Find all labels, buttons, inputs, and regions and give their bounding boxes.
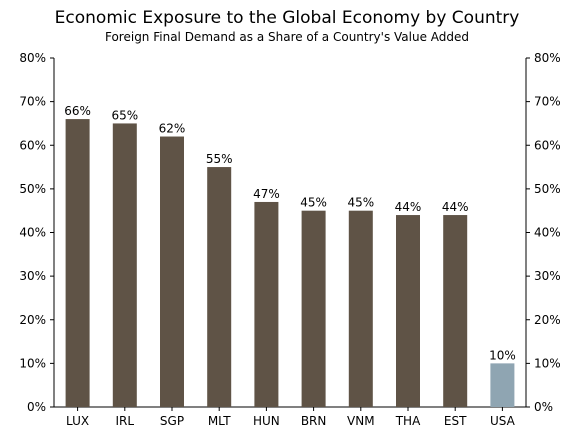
y-tick-label-left: 70% <box>19 95 46 109</box>
y-tick-label-left: 10% <box>19 356 46 370</box>
y-tick-label-right: 10% <box>534 356 561 370</box>
data-label-vnm: 45% <box>347 196 374 210</box>
bar-hun <box>254 201 279 407</box>
data-label-usa: 10% <box>489 348 516 362</box>
data-label-est: 44% <box>442 200 469 214</box>
data-label-lux: 66% <box>64 104 91 118</box>
y-tick-label-left: 30% <box>19 269 46 283</box>
y-tick-label-left: 50% <box>19 182 46 196</box>
y-tick-label-right: 40% <box>534 226 561 240</box>
x-tick-label-tha: THA <box>395 414 421 427</box>
y-tick-label-left: 80% <box>19 51 46 65</box>
y-tick-label-right: 30% <box>534 269 561 283</box>
y-tick-label-right: 50% <box>534 182 561 196</box>
x-tick-label-usa: USA <box>490 414 516 427</box>
x-tick-label-mlt: MLT <box>208 414 231 427</box>
bar-lux <box>65 119 90 407</box>
y-tick-label-left: 20% <box>19 313 46 327</box>
data-label-sgp: 62% <box>159 122 186 136</box>
y-tick-label-left: 60% <box>19 138 46 152</box>
x-tick-label-lux: LUX <box>66 414 89 427</box>
data-label-tha: 44% <box>395 200 422 214</box>
data-label-irl: 65% <box>111 108 138 122</box>
bar-mlt <box>207 167 232 407</box>
x-tick-label-irl: IRL <box>116 414 135 427</box>
y-tick-label-left: 0% <box>27 400 46 414</box>
bar-usa <box>490 363 515 407</box>
y-tick-label-left: 40% <box>19 226 46 240</box>
x-tick-label-est: EST <box>444 414 467 427</box>
bar-irl <box>112 123 137 407</box>
bar-sgp <box>160 136 184 407</box>
x-tick-label-brn: BRN <box>301 414 327 427</box>
data-label-mlt: 55% <box>206 152 233 166</box>
x-tick-label-vnm: VNM <box>347 414 375 427</box>
data-label-brn: 45% <box>300 196 327 210</box>
bar-tha <box>396 215 420 407</box>
y-tick-label-right: 20% <box>534 313 561 327</box>
bar-brn <box>301 210 326 407</box>
x-tick-label-hun: HUN <box>253 414 280 427</box>
y-tick-label-right: 60% <box>534 138 561 152</box>
chart-subtitle: Foreign Final Demand as a Share of a Cou… <box>104 30 470 44</box>
y-tick-label-right: 80% <box>534 51 561 65</box>
y-tick-label-right: 70% <box>534 95 561 109</box>
y-tick-label-right: 0% <box>534 400 553 414</box>
data-label-hun: 47% <box>253 187 280 201</box>
chart-title: Economic Exposure to the Global Economy … <box>54 8 520 28</box>
bar-vnm <box>348 210 373 407</box>
x-tick-label-sgp: SGP <box>160 414 184 427</box>
bar-est <box>443 215 468 407</box>
